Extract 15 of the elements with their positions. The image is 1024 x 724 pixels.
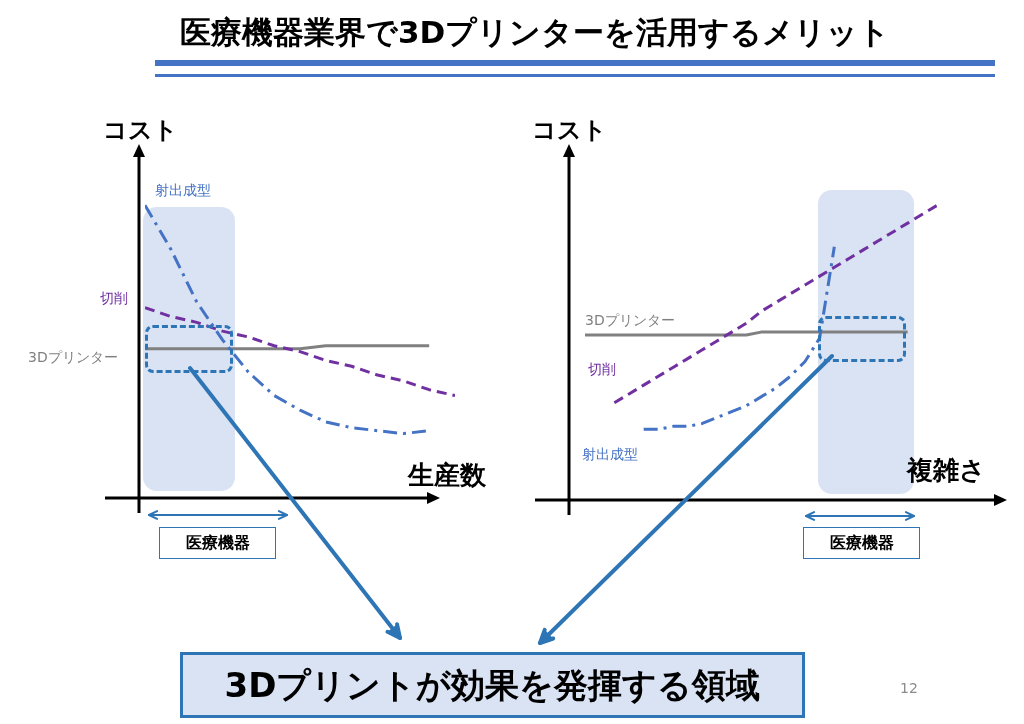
text: 医療機器 (159, 527, 276, 559)
series-label: 射出成型 (155, 181, 211, 198)
text: 3Dプリントが効果を発揮する領域 (180, 652, 805, 718)
series-label: 切削 (588, 361, 617, 378)
series-label: 3Dプリンター (28, 349, 118, 366)
series-label: 射出成型 (581, 445, 638, 462)
text: 医療機器 (803, 527, 920, 559)
text: 医療機器業界で3Dプリンターを活用するメリット (180, 13, 891, 52)
x-axis-title: 複雑さ (907, 454, 986, 487)
y-axis-title: コスト (103, 115, 178, 146)
text: 12 (900, 680, 918, 696)
x-axis-title: 生産数 (408, 459, 486, 492)
y-axis-title: コスト (532, 115, 607, 146)
series-label: 3Dプリンター (585, 311, 675, 328)
series-label: 切削 (100, 290, 128, 307)
